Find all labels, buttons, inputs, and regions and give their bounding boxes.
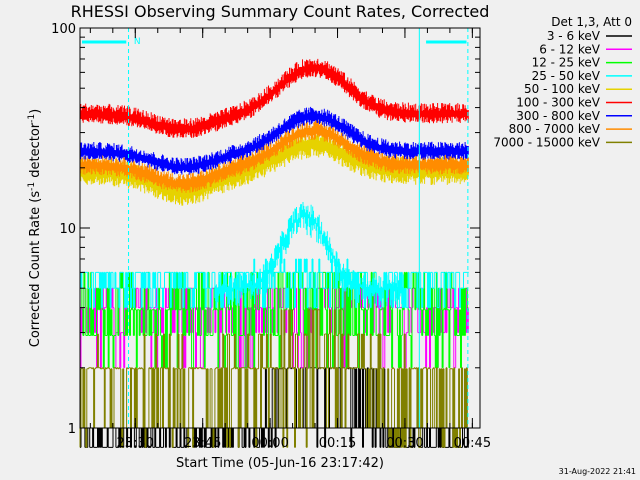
- legend-label: 25 - 50 keV: [532, 69, 601, 83]
- y-axis-label-main: Corrected Count Rate (s: [28, 191, 43, 348]
- x-tick-label: 00:00: [251, 436, 288, 451]
- y-axis-label-end: ): [28, 109, 43, 114]
- legend-label: 300 - 800 keV: [516, 109, 600, 123]
- legend-label: 50 - 100 keV: [524, 82, 601, 96]
- series-line: [214, 202, 404, 308]
- x-axis-label: Start Time (05-Jun-16 23:17:42): [176, 456, 384, 471]
- series-25-50kev-flare: [214, 202, 404, 308]
- x-tick-label: 00:45: [454, 436, 491, 451]
- legend-label: 6 - 12 keV: [539, 42, 601, 56]
- x-tick-label: 00:30: [386, 436, 423, 451]
- y-tick-label: 1: [68, 422, 76, 437]
- legend-title: Det 1,3, Att 0: [551, 15, 632, 29]
- legend-label: 12 - 25 keV: [532, 56, 601, 70]
- legend-label: 100 - 300 keV: [516, 96, 600, 110]
- legend-label: 800 - 7000 keV: [509, 122, 601, 136]
- y-axis-label: Corrected Count Rate (s-1 detector-1): [27, 109, 43, 347]
- chart-title: RHESSI Observing Summary Count Rates, Co…: [71, 2, 490, 21]
- axes: 1 10 100 23:30 23:45 00:00 00:15 00:30 00:45: [51, 22, 491, 451]
- y-axis-label-sup1: -1: [27, 182, 37, 191]
- x-tick-label: 23:30: [117, 436, 154, 451]
- y-axis-label-mid: detector: [28, 122, 43, 182]
- x-tick-label: 00:15: [319, 436, 356, 451]
- legend-label: 3 - 6 keV: [547, 29, 601, 43]
- annotation-n: N: [134, 37, 141, 47]
- legend-label: 7000 - 15000 keV: [493, 135, 600, 149]
- y-axis-label-sup2: -1: [27, 114, 37, 123]
- x-tick-label: 23:45: [184, 436, 221, 451]
- footer-date: 31-Aug-2022 21:41: [559, 467, 636, 476]
- y-tick-label: 100: [51, 22, 76, 37]
- y-tick-label: 10: [59, 222, 76, 237]
